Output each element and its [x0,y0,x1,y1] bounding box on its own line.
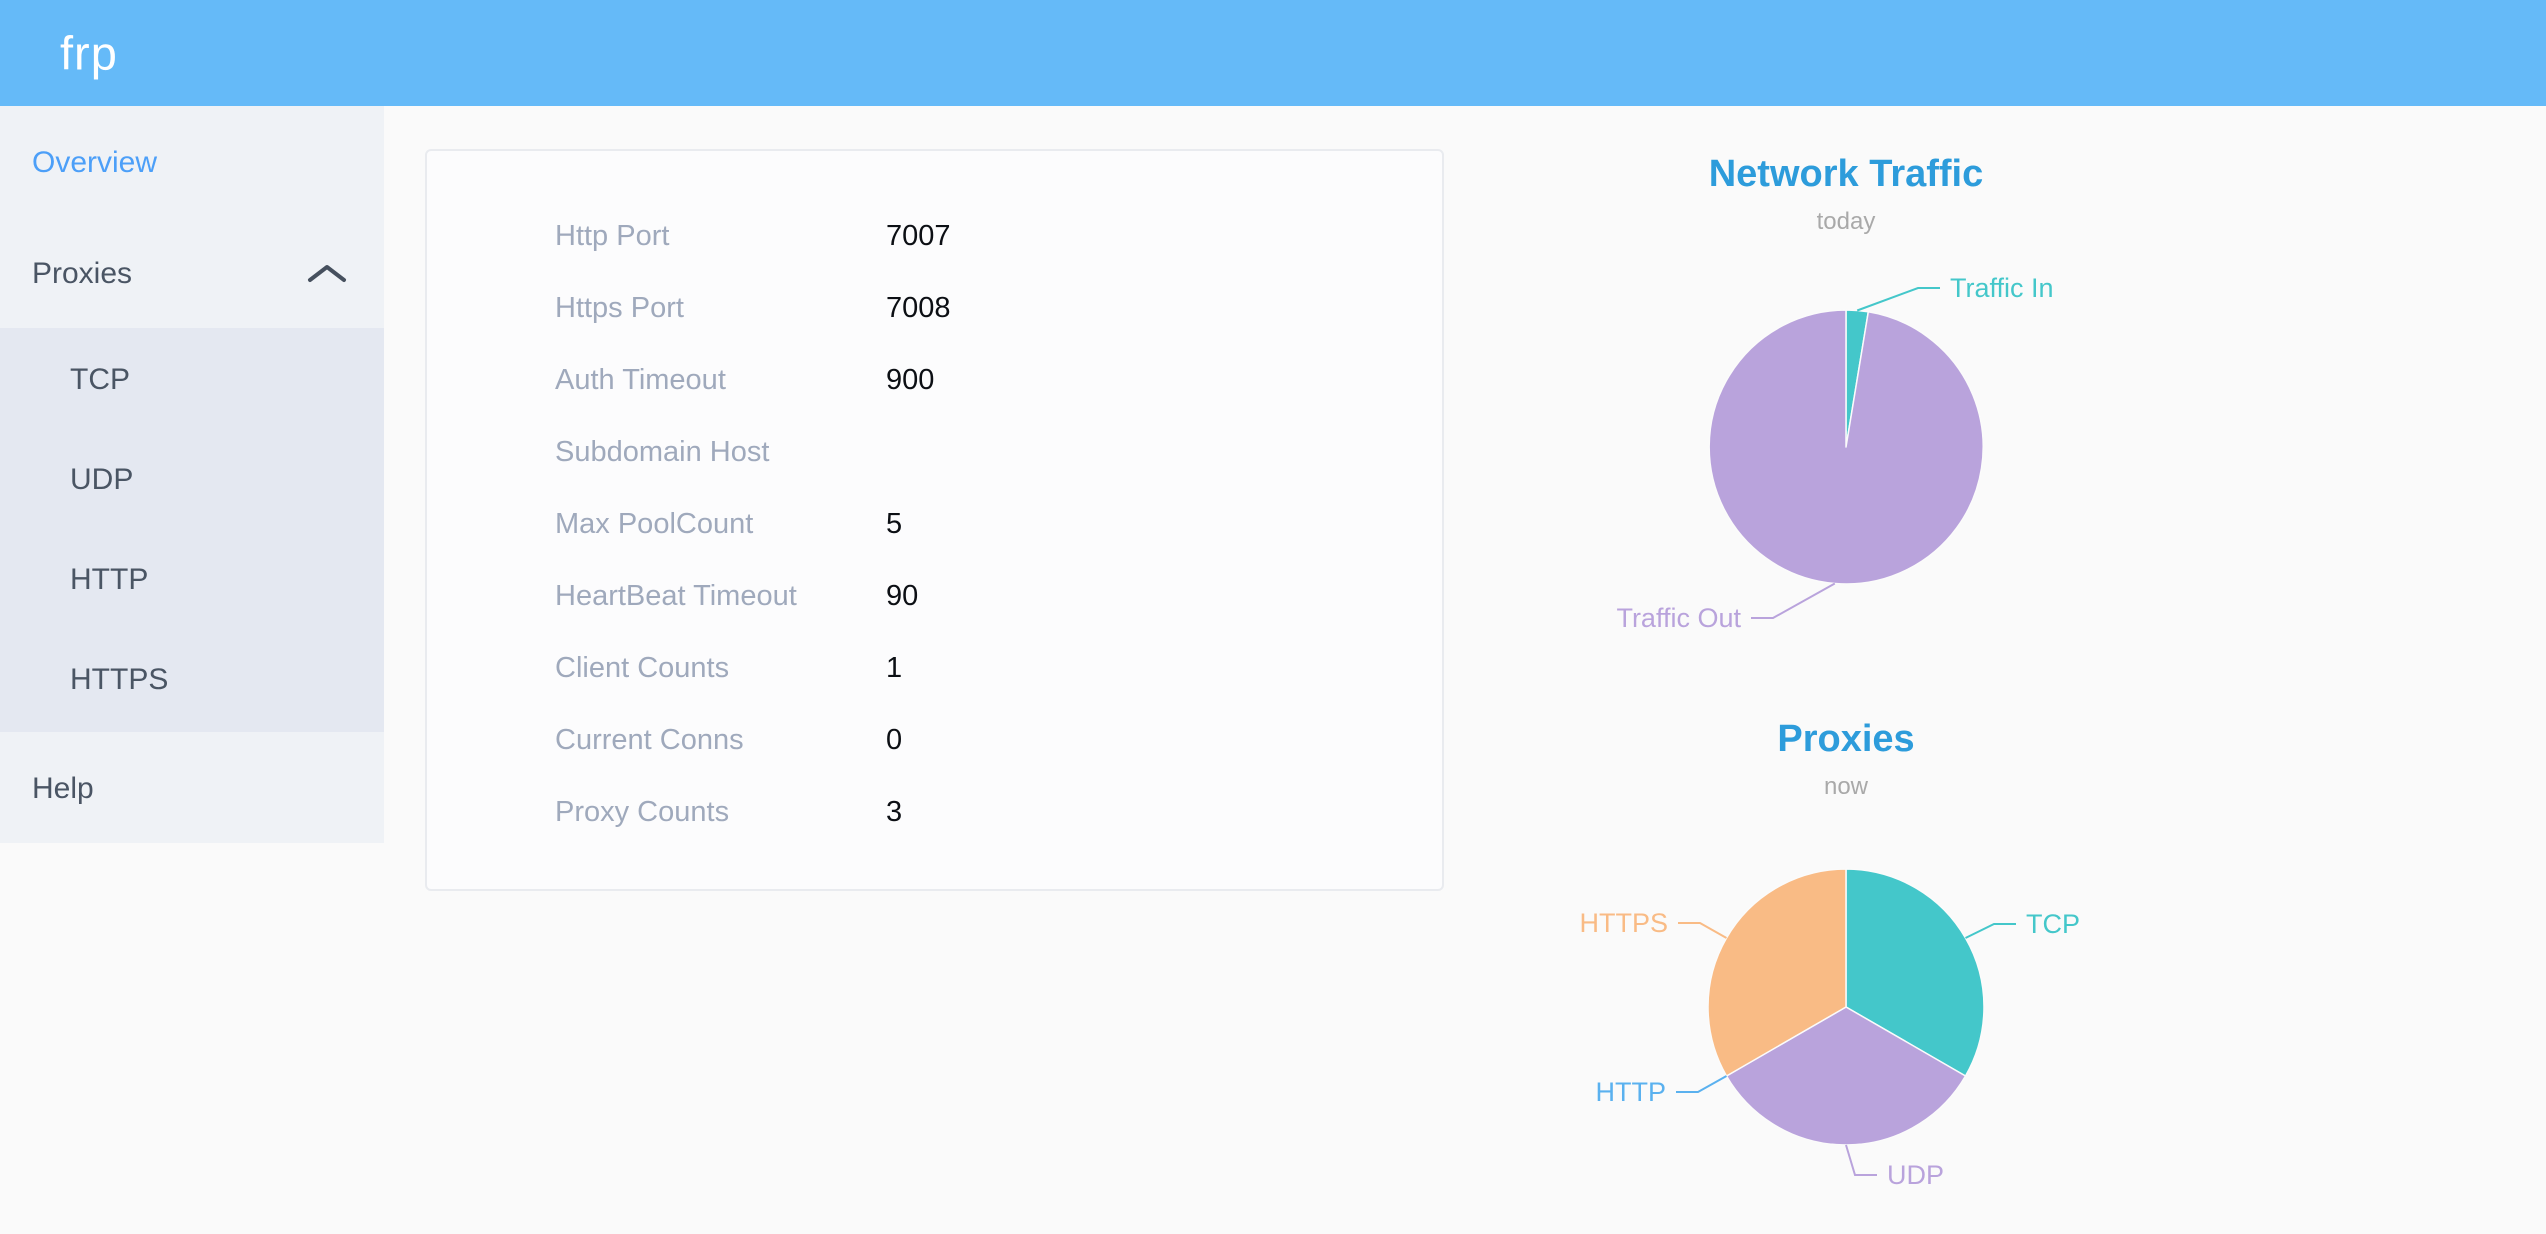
sidebar-item-udp-label: UDP [70,463,134,496]
config-value: 3 [886,795,903,828]
config-value: 900 [886,363,935,396]
pie-label-line-traffic-in [1856,287,1940,312]
pie-slice-traffic-out[interactable] [1708,309,1984,585]
network-traffic-chart: Traffic In Traffic Out Network Traffic to… [1446,140,2246,700]
pie-label-line-https [1678,922,1727,939]
config-value: 1 [886,651,903,684]
sidebar-item-proxies-label: Proxies [32,257,133,290]
config-value: 5 [886,507,903,540]
proxies-submenu: TCP UDP HTTP HTTPS [0,328,384,732]
sidebar-item-udp[interactable]: UDP [0,430,384,530]
config-value: 0 [886,723,903,756]
config-row-subdomain-host: Subdomain Host [427,416,1442,488]
sidebar-item-tcp[interactable]: TCP [0,330,384,430]
config-label: HeartBeat Timeout [555,579,797,612]
app-logo: frp [60,26,118,80]
config-row-https-port: Https Port 7008 [427,272,1442,344]
sidebar-item-overview[interactable]: Overview [0,106,384,220]
config-value: 7008 [886,291,951,324]
config-row-client-counts: Client Counts 1 [427,632,1442,704]
config-row-heartbeat-timeout: HeartBeat Timeout 90 [427,560,1442,632]
pie-slice-udp[interactable] [1725,1006,1967,1146]
config-row-proxy-counts: Proxy Counts 3 [427,776,1442,848]
sidebar: Overview Proxies TCP UDP HTTP HTTPS Help [0,106,384,843]
config-label: Current Conns [555,723,744,756]
pie-label-tcp: TCP [2026,909,2080,939]
config-row-auth-timeout: Auth Timeout 900 [427,344,1442,416]
config-value: 90 [886,579,919,612]
config-label: Http Port [555,219,670,252]
sidebar-item-https-label: HTTPS [70,663,169,696]
proxies-chart: TCP UDP HTTP HTTPS Proxies now [1446,705,2246,1234]
config-label: Https Port [555,291,684,324]
sidebar-item-http-label: HTTP [70,563,149,596]
pie-label-line-traffic-out [1751,582,1836,619]
pie-label-http: HTTP [1596,1077,1667,1107]
sidebar-item-help-label: Help [32,771,94,805]
proxies-title: Proxies [1777,718,1915,760]
sidebar-item-tcp-label: TCP [70,363,130,396]
config-row-current-conns: Current Conns 0 [427,704,1442,776]
pie-label-traffic-in: Traffic In [1950,273,2054,303]
sidebar-item-help[interactable]: Help [0,732,384,845]
network-traffic-subtitle: today [1816,208,1876,235]
pie-label-line-http [1676,1075,1727,1093]
pie-label-traffic-out: Traffic Out [1616,603,1741,633]
network-traffic-title: Network Traffic [1708,153,1984,195]
sidebar-item-http[interactable]: HTTP [0,530,384,630]
config-row-max-poolcount: Max PoolCount 5 [427,488,1442,560]
config-label: Proxy Counts [555,795,730,828]
proxies-pie: TCP UDP HTTP HTTPS [1579,868,2080,1190]
pie-label-line-udp [1845,1144,1877,1176]
sidebar-item-https[interactable]: HTTPS [0,630,384,730]
sidebar-item-proxies[interactable]: Proxies [0,220,384,328]
server-config-panel: Http Port 7007 Https Port 7008 Auth Time… [425,149,1444,891]
config-label: Auth Timeout [555,363,726,396]
config-row-http-port: Http Port 7007 [427,200,1442,272]
config-label: Subdomain Host [555,435,770,468]
pie-label-udp: UDP [1887,1160,1944,1190]
network-traffic-pie: Traffic In Traffic Out [1616,273,2054,633]
config-value: 7007 [886,219,951,252]
chevron-up-icon [308,265,346,282]
pie-label-https: HTTPS [1579,908,1668,938]
pie-label-line-tcp [1965,923,2016,939]
sidebar-item-overview-label: Overview [32,146,158,179]
proxies-subtitle: now [1823,773,1869,800]
config-label: Client Counts [555,651,730,684]
app-header: frp [0,0,2546,106]
config-label: Max PoolCount [555,507,754,540]
